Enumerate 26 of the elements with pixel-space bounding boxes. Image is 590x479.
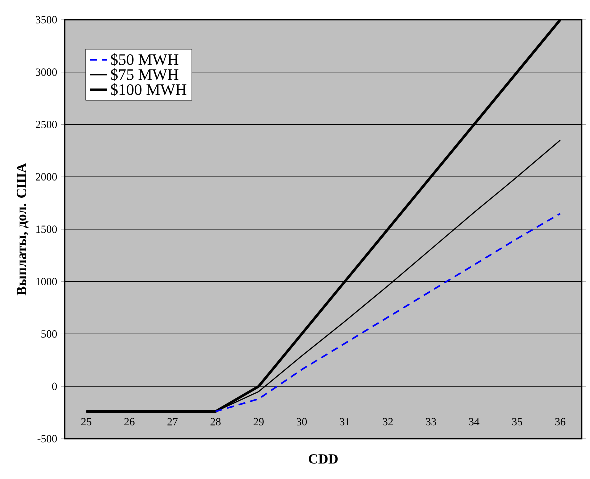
y-tick-label: 500 <box>42 330 58 338</box>
x-tick-label: 34 <box>469 418 480 426</box>
legend-label: $75 MWH <box>111 68 179 82</box>
x-tick-label: 28 <box>210 418 221 426</box>
y-tick-label: 2000 <box>36 173 58 181</box>
x-tick-label: 29 <box>254 418 264 426</box>
x-tick-label: 33 <box>426 418 436 426</box>
y-tick-label: 0 <box>52 382 58 390</box>
y-tick-label: 1500 <box>36 226 58 234</box>
y-tick-label: -500 <box>38 435 58 443</box>
y-tick-label: 3500 <box>36 16 58 24</box>
x-axis-title: CDD <box>309 454 338 464</box>
legend-label: $100 MWH <box>111 84 187 96</box>
y-tick-label: 1000 <box>36 278 58 286</box>
y-tick-label: 2500 <box>36 121 58 128</box>
x-tick-label: 36 <box>556 418 566 426</box>
x-tick-label: 32 <box>383 418 394 426</box>
x-tick-label: 31 <box>340 418 350 426</box>
x-tick-label: 26 <box>124 418 135 426</box>
x-tick-label: 25 <box>82 418 92 426</box>
legend-label: $50 MWH <box>111 54 179 66</box>
x-tick-label: 35 <box>512 418 522 426</box>
x-tick-label: 30 <box>297 418 308 426</box>
x-tick-label: 27 <box>168 418 178 426</box>
y-axis-title: Выплаты, дол. США <box>17 163 29 296</box>
y-tick-label: 3000 <box>36 68 58 76</box>
